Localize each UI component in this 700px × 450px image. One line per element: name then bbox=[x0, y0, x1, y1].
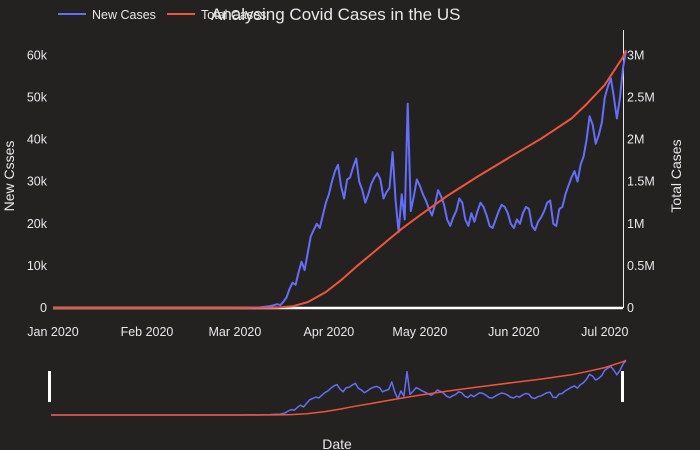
y-tick-label: 60k bbox=[27, 48, 48, 62]
y2-tick-label: 0 bbox=[627, 301, 634, 315]
x-tick-label: Feb 2020 bbox=[121, 325, 174, 339]
legend[interactable]: New Cases Total Cases bbox=[58, 8, 266, 22]
slider-line-total-cases bbox=[51, 359, 627, 416]
y-tick-label: 0 bbox=[40, 301, 47, 315]
y2-tick-label: 2.5M bbox=[627, 90, 655, 104]
x-tick-label: May 2020 bbox=[392, 325, 447, 339]
y2-tick-label: 2M bbox=[627, 133, 644, 147]
slider-line-new-cases bbox=[51, 360, 627, 416]
y2-axis-title: Total Cases bbox=[668, 139, 684, 212]
chart-title: Analysing Covid Cases in the US bbox=[211, 5, 460, 24]
x-tick-label: Jul 2020 bbox=[581, 325, 628, 339]
range-slider-right-handle[interactable] bbox=[621, 371, 624, 402]
range-slider-left-handle[interactable] bbox=[48, 371, 51, 402]
tick-labels: 0 10k 20k 30k 40k 50k 60k 0 0.5M 1M 1.5M 2M 2.5M 3M Ja… bbox=[27, 48, 655, 339]
legend-label-total-cases: Total Cases bbox=[201, 8, 266, 22]
range-slider[interactable] bbox=[48, 359, 627, 416]
x-axis-title: Date bbox=[322, 436, 352, 450]
plot-area[interactable] bbox=[53, 49, 627, 310]
y-tick-label: 20k bbox=[27, 217, 48, 231]
y-tick-label: 30k bbox=[27, 175, 48, 189]
y-tick-label: 40k bbox=[27, 133, 48, 147]
y2-tick-label: 0.5M bbox=[627, 259, 655, 273]
legend-item-new-cases[interactable]: New Cases bbox=[58, 8, 156, 22]
x-tick-label: Jan 2020 bbox=[27, 325, 78, 339]
y2-tick-label: 1M bbox=[627, 217, 644, 231]
y2-tick-label: 3M bbox=[627, 48, 644, 62]
x-tick-label: Mar 2020 bbox=[209, 325, 262, 339]
x-tick-label: Jun 2020 bbox=[488, 325, 539, 339]
series-line-new-cases[interactable] bbox=[53, 50, 627, 309]
y-tick-label: 10k bbox=[27, 259, 48, 273]
y2-tick-label: 1.5M bbox=[627, 175, 655, 189]
series-line-total-cases[interactable] bbox=[53, 49, 627, 309]
y-tick-label: 50k bbox=[27, 90, 48, 104]
x-tick-label: Apr 2020 bbox=[304, 325, 355, 339]
y-axis-title: New Csses bbox=[1, 141, 17, 212]
legend-item-total-cases[interactable]: Total Cases bbox=[167, 8, 266, 22]
legend-label-new-cases: New Cases bbox=[92, 8, 156, 22]
